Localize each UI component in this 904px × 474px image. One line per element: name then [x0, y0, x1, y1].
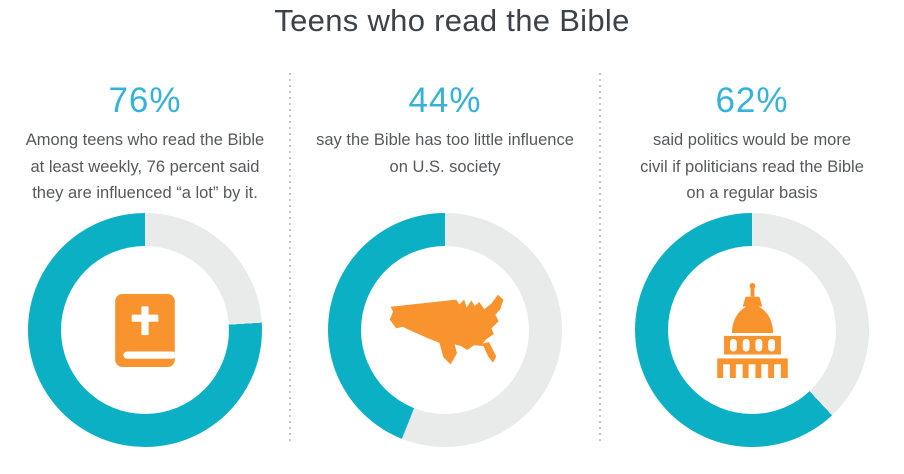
percent-description: say the Bible has too little influence o…: [314, 127, 576, 207]
bible-book-icon: [114, 293, 176, 368]
stat-columns: 76% Among teens who read the Bible at le…: [0, 59, 904, 447]
desc-line: on U.S. society: [389, 157, 501, 176]
desc-line: they are influenced “a lot” by it.: [32, 184, 258, 202]
capitol-building-icon: [716, 282, 788, 378]
donut-chart-politics: [635, 213, 869, 447]
desc-line: say the Bible has too little influence: [316, 131, 574, 149]
percent-description: Among teens who read the Bible at least …: [14, 127, 276, 207]
usa-map-icon: [381, 290, 509, 370]
desc-line: on a regular basis: [686, 184, 818, 202]
percent-value: 76%: [108, 81, 182, 120]
stat-card-weekly-readers: 76% Among teens who read the Bible at le…: [0, 59, 290, 447]
desc-line: said politics would be more: [652, 131, 852, 149]
donut-chart-wrap: [290, 213, 600, 447]
desc-line: at least weekly, 76 percent said: [30, 157, 260, 176]
donut-chart-us-society: [328, 213, 562, 447]
stat-card-politics: 62% said politics would be more civil if…: [600, 59, 904, 447]
donut-chart-wrap: [0, 213, 290, 447]
percent-value: 44%: [408, 81, 482, 120]
dotted-divider: [289, 73, 291, 443]
dotted-divider: [599, 73, 601, 443]
percent-value: 62%: [715, 81, 789, 120]
percent-description: said politics would be more civil if pol…: [621, 127, 883, 207]
stat-card-us-society: 44% say the Bible has too little influen…: [290, 59, 600, 447]
page-title: Teens who read the Bible: [274, 3, 630, 38]
desc-line: Among teens who read the Bible: [25, 131, 265, 149]
donut-chart-weekly-readers: [28, 213, 262, 447]
donut-chart-wrap: [600, 213, 904, 447]
desc-line: civil if politicians read the Bible: [640, 157, 864, 176]
